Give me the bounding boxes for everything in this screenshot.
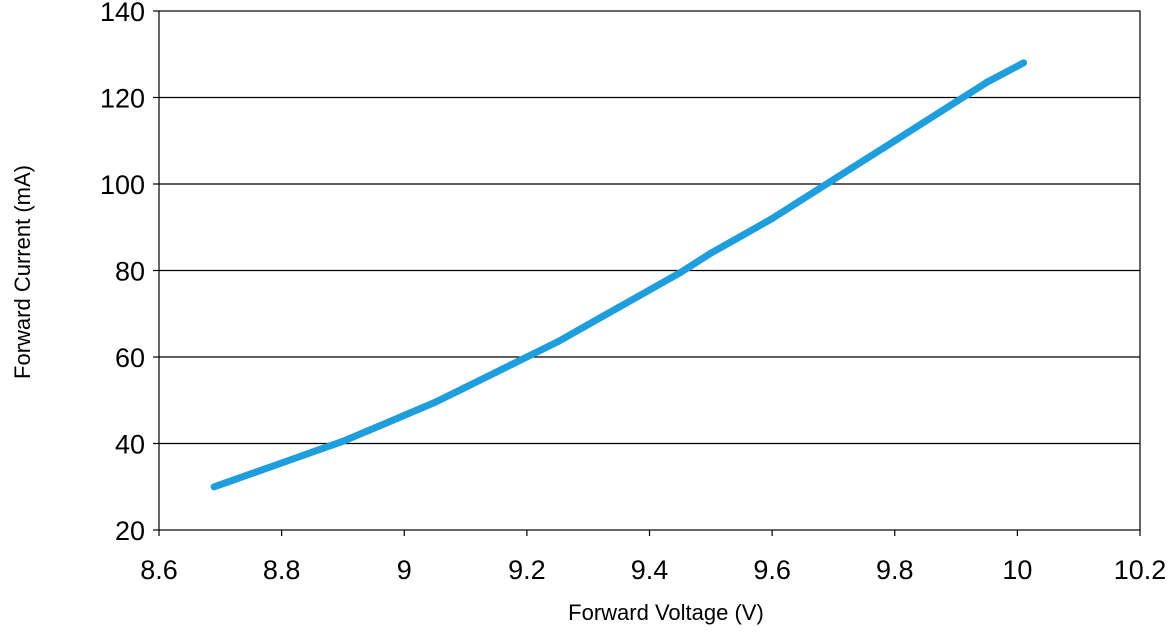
x-tick-label: 10.2 [1114, 555, 1167, 585]
data-point [492, 368, 500, 376]
y-tick-label: 100 [100, 170, 145, 200]
data-point [339, 437, 347, 445]
data-point [584, 321, 592, 329]
y-tick-label: 40 [115, 430, 145, 460]
y-axis-label: Forward Current (mA) [10, 165, 35, 379]
data-point [860, 156, 868, 164]
data-point [921, 117, 929, 125]
data-point [952, 98, 960, 106]
y-axis-ticks: 20 40 60 80 100 120 140 [100, 0, 159, 546]
data-point [615, 303, 623, 311]
data-point [370, 424, 378, 432]
data-point [247, 470, 255, 478]
data-point [308, 448, 316, 456]
data-point [646, 286, 653, 294]
x-tick-label: 9.6 [753, 555, 791, 585]
x-tick-label: 8.6 [140, 555, 178, 585]
series-layer [210, 59, 1028, 491]
data-point [278, 459, 286, 467]
data-point [554, 338, 562, 346]
x-axis-label: Forward Voltage (V) [568, 600, 764, 625]
x-tick-label: 9.2 [508, 555, 546, 585]
gridlines [159, 96, 1140, 445]
x-tick-label: 10 [1002, 555, 1032, 585]
data-point [676, 269, 684, 277]
x-tick-label: 8.8 [263, 555, 301, 585]
x-tick-label: 9.8 [876, 555, 914, 585]
x-axis-ticks: 8.6 8.8 9 9.2 9.4 9.6 9.8 10 10.2 [140, 530, 1166, 585]
data-point [210, 483, 218, 491]
data-point [983, 78, 991, 86]
y-tick-label: 60 [115, 343, 145, 373]
data-point [1020, 59, 1028, 67]
data-point [799, 195, 807, 203]
data-point [400, 411, 408, 419]
x-tick-label: 9 [397, 555, 412, 585]
data-point [462, 383, 470, 391]
data-point [523, 353, 531, 361]
data-point [707, 249, 715, 257]
x-tick-label: 9.4 [631, 555, 669, 585]
y-tick-label: 20 [115, 516, 145, 546]
data-point [431, 398, 439, 406]
data-point [891, 137, 899, 145]
data-point [737, 232, 745, 240]
data-point [768, 215, 776, 223]
y-tick-label: 140 [100, 0, 145, 27]
y-tick-label: 80 [115, 257, 145, 287]
data-point [829, 176, 837, 184]
y-tick-label: 120 [100, 84, 145, 114]
